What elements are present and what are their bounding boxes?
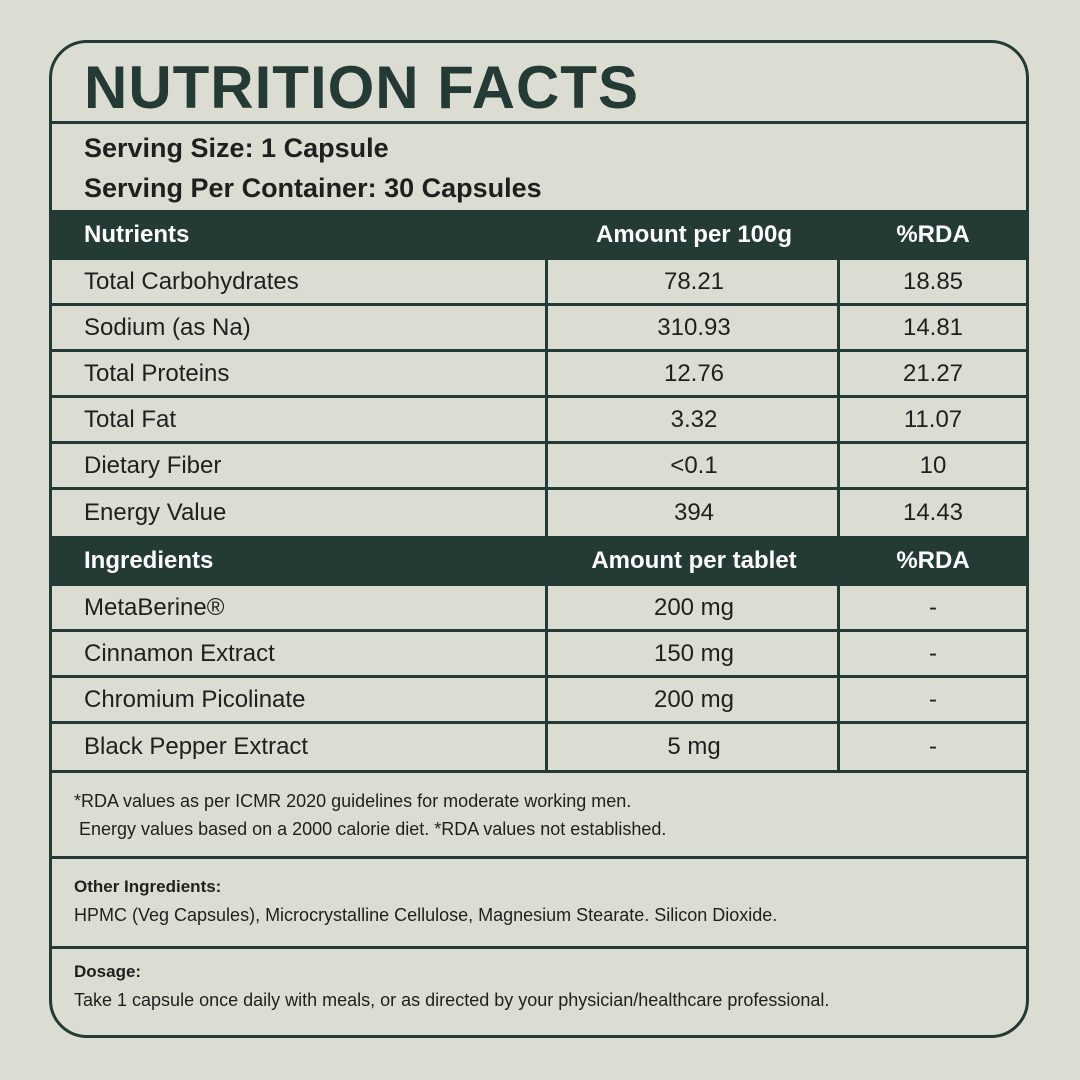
- nutrients-header-rda: %RDA: [896, 221, 970, 248]
- column-divider: [545, 586, 548, 629]
- nutrient-amount: 394: [673, 499, 715, 526]
- footnote-line-2: Energy values based on a 2000 calorie di…: [79, 819, 667, 839]
- table-row: Energy Value 394 14.43: [52, 490, 1026, 536]
- column-divider: [545, 678, 548, 721]
- ingredients-header-amount: Amount per tablet: [591, 547, 797, 574]
- ingredient-rda: -: [929, 639, 937, 667]
- column-divider: [837, 444, 840, 487]
- divider: [52, 856, 1026, 859]
- column-divider: [837, 586, 840, 629]
- table-row: Total Fat 3.32 11.07: [52, 398, 1026, 444]
- ingredient-amount: 200 mg: [653, 685, 735, 713]
- column-divider: [545, 724, 548, 770]
- dosage-section: Dosage: Take 1 capsule once daily with m…: [74, 958, 829, 1014]
- ingredient-rda: -: [929, 733, 937, 760]
- ingredient-amount: 150 mg: [653, 639, 735, 667]
- column-divider: [837, 490, 840, 536]
- nutrient-name: Sodium (as Na): [84, 313, 251, 341]
- table-row: MetaBerine® 200 mg -: [52, 586, 1026, 632]
- ingredient-name: Cinnamon Extract: [84, 639, 275, 667]
- ingredient-rda: -: [929, 593, 937, 621]
- nutrient-rda: 14.81: [902, 313, 964, 341]
- divider: [52, 946, 1026, 949]
- nutrient-name: Energy Value: [84, 499, 227, 526]
- table-row: Cinnamon Extract 150 mg -: [52, 632, 1026, 678]
- ingredients-header-row: Ingredients Amount per tablet %RDA: [52, 536, 1026, 586]
- nutrient-name: Total Proteins: [84, 359, 230, 387]
- ingredient-amount: 200 mg: [653, 593, 735, 621]
- nutrient-amount: 310.93: [657, 313, 731, 341]
- other-ingredients-label: Other Ingredients:: [74, 877, 222, 896]
- column-divider: [545, 306, 548, 349]
- nutrient-name: Total Carbohydrates: [84, 267, 299, 295]
- nutrition-facts-panel: NUTRITION FACTS Serving Size: 1 Capsule …: [49, 40, 1029, 1038]
- dosage-text: Take 1 capsule once daily with meals, or…: [74, 990, 830, 1010]
- nutrient-rda: 14.43: [902, 499, 964, 526]
- ingredient-rda: -: [929, 685, 937, 713]
- ingredients-header-name: Ingredients: [84, 547, 214, 574]
- ingredients-header-rda: %RDA: [896, 547, 970, 574]
- nutrient-amount: 12.76: [663, 359, 725, 387]
- nutrient-rda: 21.27: [902, 359, 964, 387]
- dosage-label: Dosage:: [74, 962, 142, 981]
- other-ingredients-section: Other Ingredients: HPMC (Veg Capsules), …: [74, 873, 777, 929]
- table-row: Dietary Fiber <0.1 10: [52, 444, 1026, 490]
- column-divider: [837, 724, 840, 770]
- footnote-line-1: *RDA values as per ICMR 2020 guidelines …: [74, 791, 632, 811]
- nutrients-header-row: Nutrients Amount per 100g %RDA: [52, 210, 1026, 260]
- column-divider: [837, 306, 840, 349]
- table-row: Chromium Picolinate 200 mg -: [52, 678, 1026, 724]
- column-divider: [545, 398, 548, 441]
- ingredient-name: Black Pepper Extract: [84, 733, 309, 760]
- table-row: Sodium (as Na) 310.93 14.81: [52, 306, 1026, 352]
- column-divider: [837, 398, 840, 441]
- serving-per-container: Serving Per Container: 30 Capsules: [84, 173, 542, 203]
- table-row: Total Proteins 12.76 21.27: [52, 352, 1026, 398]
- column-divider: [545, 632, 548, 675]
- nutrient-amount: 3.32: [670, 405, 718, 433]
- column-divider: [837, 678, 840, 721]
- ingredient-name: Chromium Picolinate: [84, 685, 306, 713]
- rda-footnote: *RDA values as per ICMR 2020 guidelines …: [74, 787, 666, 843]
- ingredient-amount: 5 mg: [667, 733, 721, 760]
- nutrient-amount: 78.21: [663, 267, 725, 295]
- divider: [52, 121, 1026, 124]
- table-row: Black Pepper Extract 5 mg -: [52, 724, 1026, 773]
- nutrient-rda: 10: [919, 451, 947, 479]
- nutrient-amount: <0.1: [670, 451, 718, 479]
- column-divider: [837, 632, 840, 675]
- nutrients-header-amount: Amount per 100g: [595, 221, 793, 248]
- table-row: Total Carbohydrates 78.21 18.85: [52, 260, 1026, 306]
- nutrient-rda: 11.07: [903, 405, 963, 433]
- column-divider: [545, 444, 548, 487]
- nutrients-header-name: Nutrients: [84, 221, 190, 248]
- nutrient-name: Dietary Fiber: [84, 451, 222, 479]
- column-divider: [837, 260, 840, 303]
- column-divider: [837, 352, 840, 395]
- column-divider: [545, 260, 548, 303]
- page-title: NUTRITION FACTS: [84, 54, 639, 121]
- nutrient-rda: 18.85: [902, 267, 964, 295]
- column-divider: [545, 490, 548, 536]
- ingredient-name: MetaBerine®: [84, 593, 225, 621]
- serving-size: Serving Size: 1 Capsule: [84, 133, 389, 163]
- column-divider: [545, 352, 548, 395]
- nutrient-name: Total Fat: [84, 405, 177, 433]
- other-ingredients-text: HPMC (Veg Capsules), Microcrystalline Ce…: [74, 905, 778, 925]
